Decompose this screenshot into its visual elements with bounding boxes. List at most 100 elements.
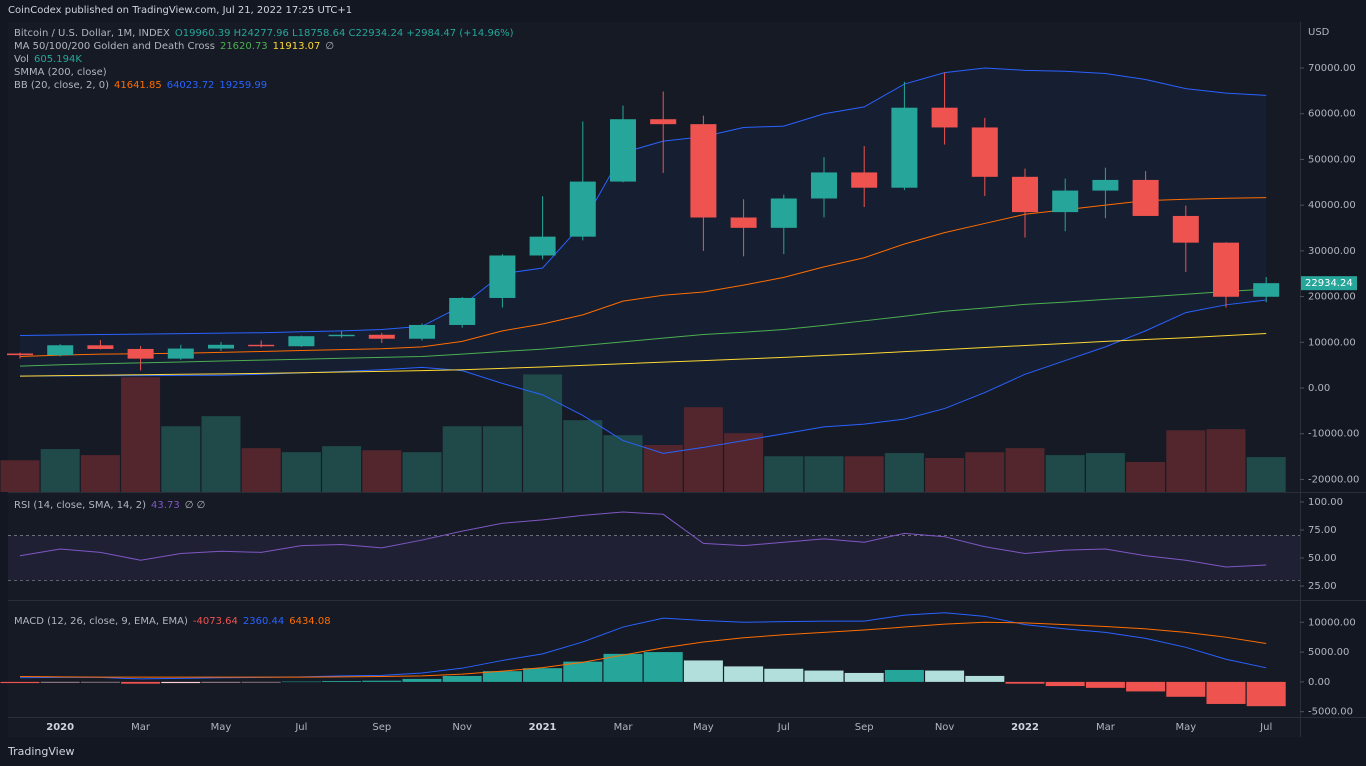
volume-bar (523, 374, 563, 492)
candle-body (730, 217, 757, 228)
candle-body (650, 119, 677, 125)
y-tick-label: 10000.00 (1308, 617, 1356, 628)
histogram-bar (523, 668, 563, 682)
candle-body (851, 172, 878, 188)
y-tick-label: 10000.00 (1308, 337, 1356, 348)
y-tick-label: 30000.00 (1308, 246, 1356, 257)
x-tick-label: Jul (777, 722, 790, 733)
candle-body (610, 119, 636, 182)
volume-bar (362, 450, 402, 492)
candle-body (1132, 179, 1159, 216)
volume-bar (764, 456, 804, 492)
x-tick-label: Nov (935, 722, 955, 733)
x-tick-label: May (211, 722, 232, 733)
legend-item: BB (20, close, 2, 0) (14, 80, 109, 91)
volume-bar (80, 455, 120, 492)
volume-bar (965, 452, 1005, 492)
histogram-bar (40, 681, 80, 683)
legend-row: Vol 605.194K (14, 53, 519, 66)
volume-bar (804, 456, 844, 492)
legend-item: ∅ ∅ (184, 500, 206, 511)
plot-area (8, 22, 1300, 737)
volume-bar (442, 426, 482, 492)
volume-bar (1005, 448, 1045, 492)
y-tick-label: 100.00 (1308, 497, 1343, 508)
volume-bar (643, 445, 683, 492)
legend-item: 19259.99 (219, 80, 268, 91)
legend-item: -4073.64 (192, 616, 238, 627)
volume-bar (1166, 430, 1206, 492)
y-tick-label: 20000.00 (1308, 292, 1356, 303)
candle-body (489, 255, 516, 298)
candle-body (449, 297, 476, 325)
histogram-bar (402, 678, 442, 682)
histogram-bar (0, 681, 40, 684)
x-tick-label: May (693, 722, 714, 733)
histogram-bar (643, 652, 683, 682)
candle-body (208, 344, 234, 349)
candle-body (971, 127, 998, 177)
legend-row: MA 50/100/200 Golden and Death Cross 2162… (14, 40, 519, 53)
histogram-bar (1166, 681, 1206, 697)
histogram-bar (925, 670, 965, 682)
histogram-bar (482, 671, 522, 682)
y-tick-label: 0.00 (1308, 677, 1330, 688)
candle-body (127, 348, 154, 359)
histogram-bar (201, 681, 241, 683)
rsi-line (19, 511, 1267, 568)
legend-item: MACD (12, 26, close, 9, EMA, EMA) (14, 616, 188, 627)
legend-item: 2360.44 (242, 616, 285, 627)
x-tick-label: Sep (372, 722, 391, 733)
legend-row: MACD (12, 26, close, 9, EMA, EMA) -4073.6… (14, 615, 336, 628)
legend-row: RSI (14, close, SMA, 14, 2) 43.73 ∅ ∅ (14, 499, 210, 512)
histogram-bar (683, 660, 723, 682)
volume-bar (1206, 429, 1246, 492)
candle-body (7, 353, 33, 356)
price-tag (1301, 276, 1357, 291)
y-tick-label: 5000.00 (1308, 647, 1349, 658)
candle-body (1092, 179, 1119, 191)
y-tick-label: 70000.00 (1308, 63, 1356, 74)
candle-body (409, 324, 435, 339)
histogram-bar (603, 653, 643, 682)
legend-item: MA 50/100/200 Golden and Death Cross (14, 41, 215, 52)
legend-item: 21620.73 (219, 41, 268, 52)
x-tick-label: Nov (452, 722, 472, 733)
legend-item: 41641.85 (113, 80, 162, 91)
y-tick-label: -10000.00 (1308, 429, 1359, 440)
price-tag-label: 22934.24 (1305, 278, 1353, 289)
volume-bar (241, 448, 281, 492)
band-fill (8, 535, 1300, 581)
histogram-bar (121, 681, 161, 684)
currency-label: USD (1308, 27, 1330, 38)
y-tick-label: -20000.00 (1308, 474, 1359, 485)
header: CoinCodex published on TradingView.com, … (8, 5, 353, 16)
histogram-bar (1206, 681, 1246, 704)
histogram-bar (1005, 681, 1045, 684)
y-tick-label: 50.00 (1308, 553, 1337, 564)
candle-body (690, 124, 717, 218)
volume-bar (322, 446, 362, 492)
histogram-bar (1126, 681, 1166, 692)
legend-item: Bitcoin / U.S. Dollar, 1M, INDEX (14, 28, 170, 39)
x-tick-label: Mar (1096, 722, 1116, 733)
volume-bar (925, 457, 965, 492)
volume-bar (884, 453, 924, 492)
candle-body (1172, 215, 1199, 243)
candle-body (167, 348, 194, 359)
legend-item: SMMA (200, close) (14, 67, 107, 78)
volume-bar (281, 452, 321, 492)
legend-item: Vol (14, 54, 29, 65)
candle-body (328, 334, 355, 337)
x-tick-label: 2020 (46, 722, 74, 733)
candle-body (811, 172, 837, 199)
x-tick-label: Jul (1259, 722, 1272, 733)
volume-bar (844, 456, 884, 492)
histogram-bar (804, 670, 844, 682)
y-tick-label: 60000.00 (1308, 109, 1356, 120)
x-tick-label: Mar (614, 722, 634, 733)
candle-body (931, 107, 958, 128)
y-tick-label: 50000.00 (1308, 154, 1356, 165)
candle-body (47, 345, 74, 356)
